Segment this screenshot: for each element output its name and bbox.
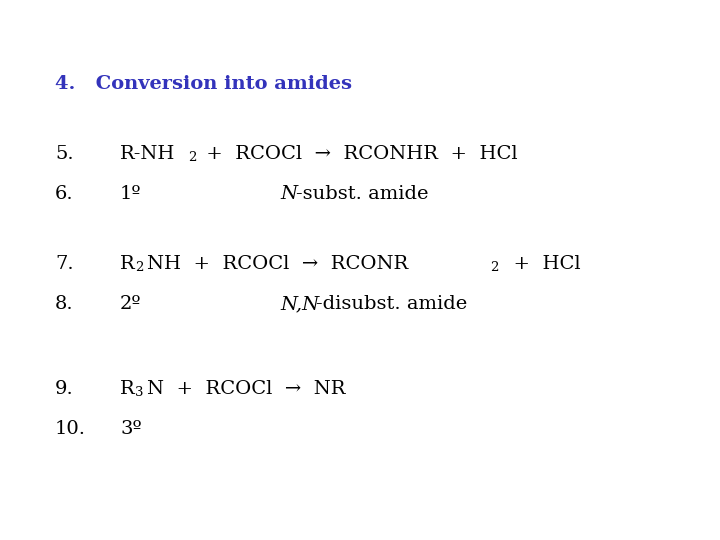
- Text: 10.: 10.: [55, 420, 86, 438]
- Text: 3º: 3º: [120, 420, 142, 438]
- Text: 2: 2: [135, 261, 143, 274]
- Text: +  RCOCl  →  RCONHR  +  HCl: + RCOCl → RCONHR + HCl: [200, 145, 518, 163]
- Text: 3: 3: [135, 386, 143, 399]
- Text: R: R: [120, 255, 135, 273]
- Text: N,N: N,N: [280, 295, 319, 313]
- Text: N  +  RCOCl  →  NR: N + RCOCl → NR: [147, 380, 346, 398]
- Text: -subst. amide: -subst. amide: [296, 185, 428, 203]
- Text: 7.: 7.: [55, 255, 73, 273]
- Text: NH  +  RCOCl  →  RCONR: NH + RCOCl → RCONR: [147, 255, 408, 273]
- Text: R-NH: R-NH: [120, 145, 176, 163]
- Text: 8.: 8.: [55, 295, 73, 313]
- Text: 2: 2: [490, 261, 498, 274]
- Text: 2: 2: [188, 151, 197, 164]
- Text: 6.: 6.: [55, 185, 73, 203]
- Text: 2º: 2º: [120, 295, 142, 313]
- Text: -disubst. amide: -disubst. amide: [316, 295, 467, 313]
- Text: R: R: [120, 380, 135, 398]
- Text: 5.: 5.: [55, 145, 73, 163]
- Text: 9.: 9.: [55, 380, 73, 398]
- Text: 4.   Conversion into amides: 4. Conversion into amides: [55, 75, 352, 93]
- Text: +  HCl: + HCl: [501, 255, 580, 273]
- Text: 1º: 1º: [120, 185, 142, 203]
- Text: N: N: [280, 185, 297, 203]
